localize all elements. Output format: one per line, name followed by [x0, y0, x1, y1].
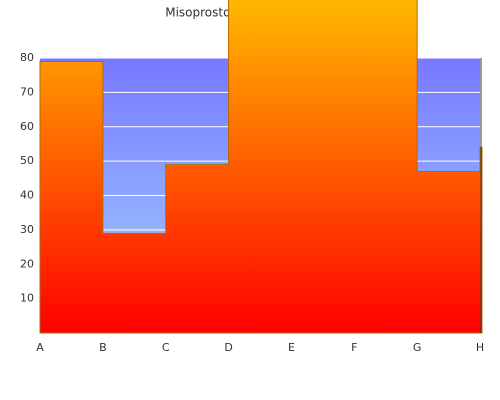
x-tick-label: E: [288, 341, 295, 354]
y-tick-label: 40: [20, 189, 34, 202]
y-tick-label: 10: [20, 292, 34, 305]
x-tick-label: D: [224, 341, 232, 354]
x-tick-label: C: [162, 341, 170, 354]
x-tick-label: B: [99, 341, 107, 354]
x-tick-label: A: [36, 341, 44, 354]
y-tick-label: 60: [20, 120, 34, 133]
y-tick-label: 70: [20, 85, 34, 98]
x-tick-label: G: [413, 341, 422, 354]
x-tick-label: H: [476, 341, 484, 354]
y-tick-label: 20: [20, 257, 34, 270]
y-tick-label: 80: [20, 51, 34, 64]
y-tick-label: 50: [20, 154, 34, 167]
y-tick-label: 30: [20, 223, 34, 236]
x-tick-label: F: [351, 341, 357, 354]
